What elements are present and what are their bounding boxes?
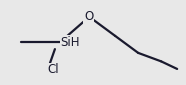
- Text: Cl: Cl: [47, 63, 59, 76]
- Text: SiH: SiH: [60, 36, 80, 49]
- Text: O: O: [84, 11, 93, 23]
